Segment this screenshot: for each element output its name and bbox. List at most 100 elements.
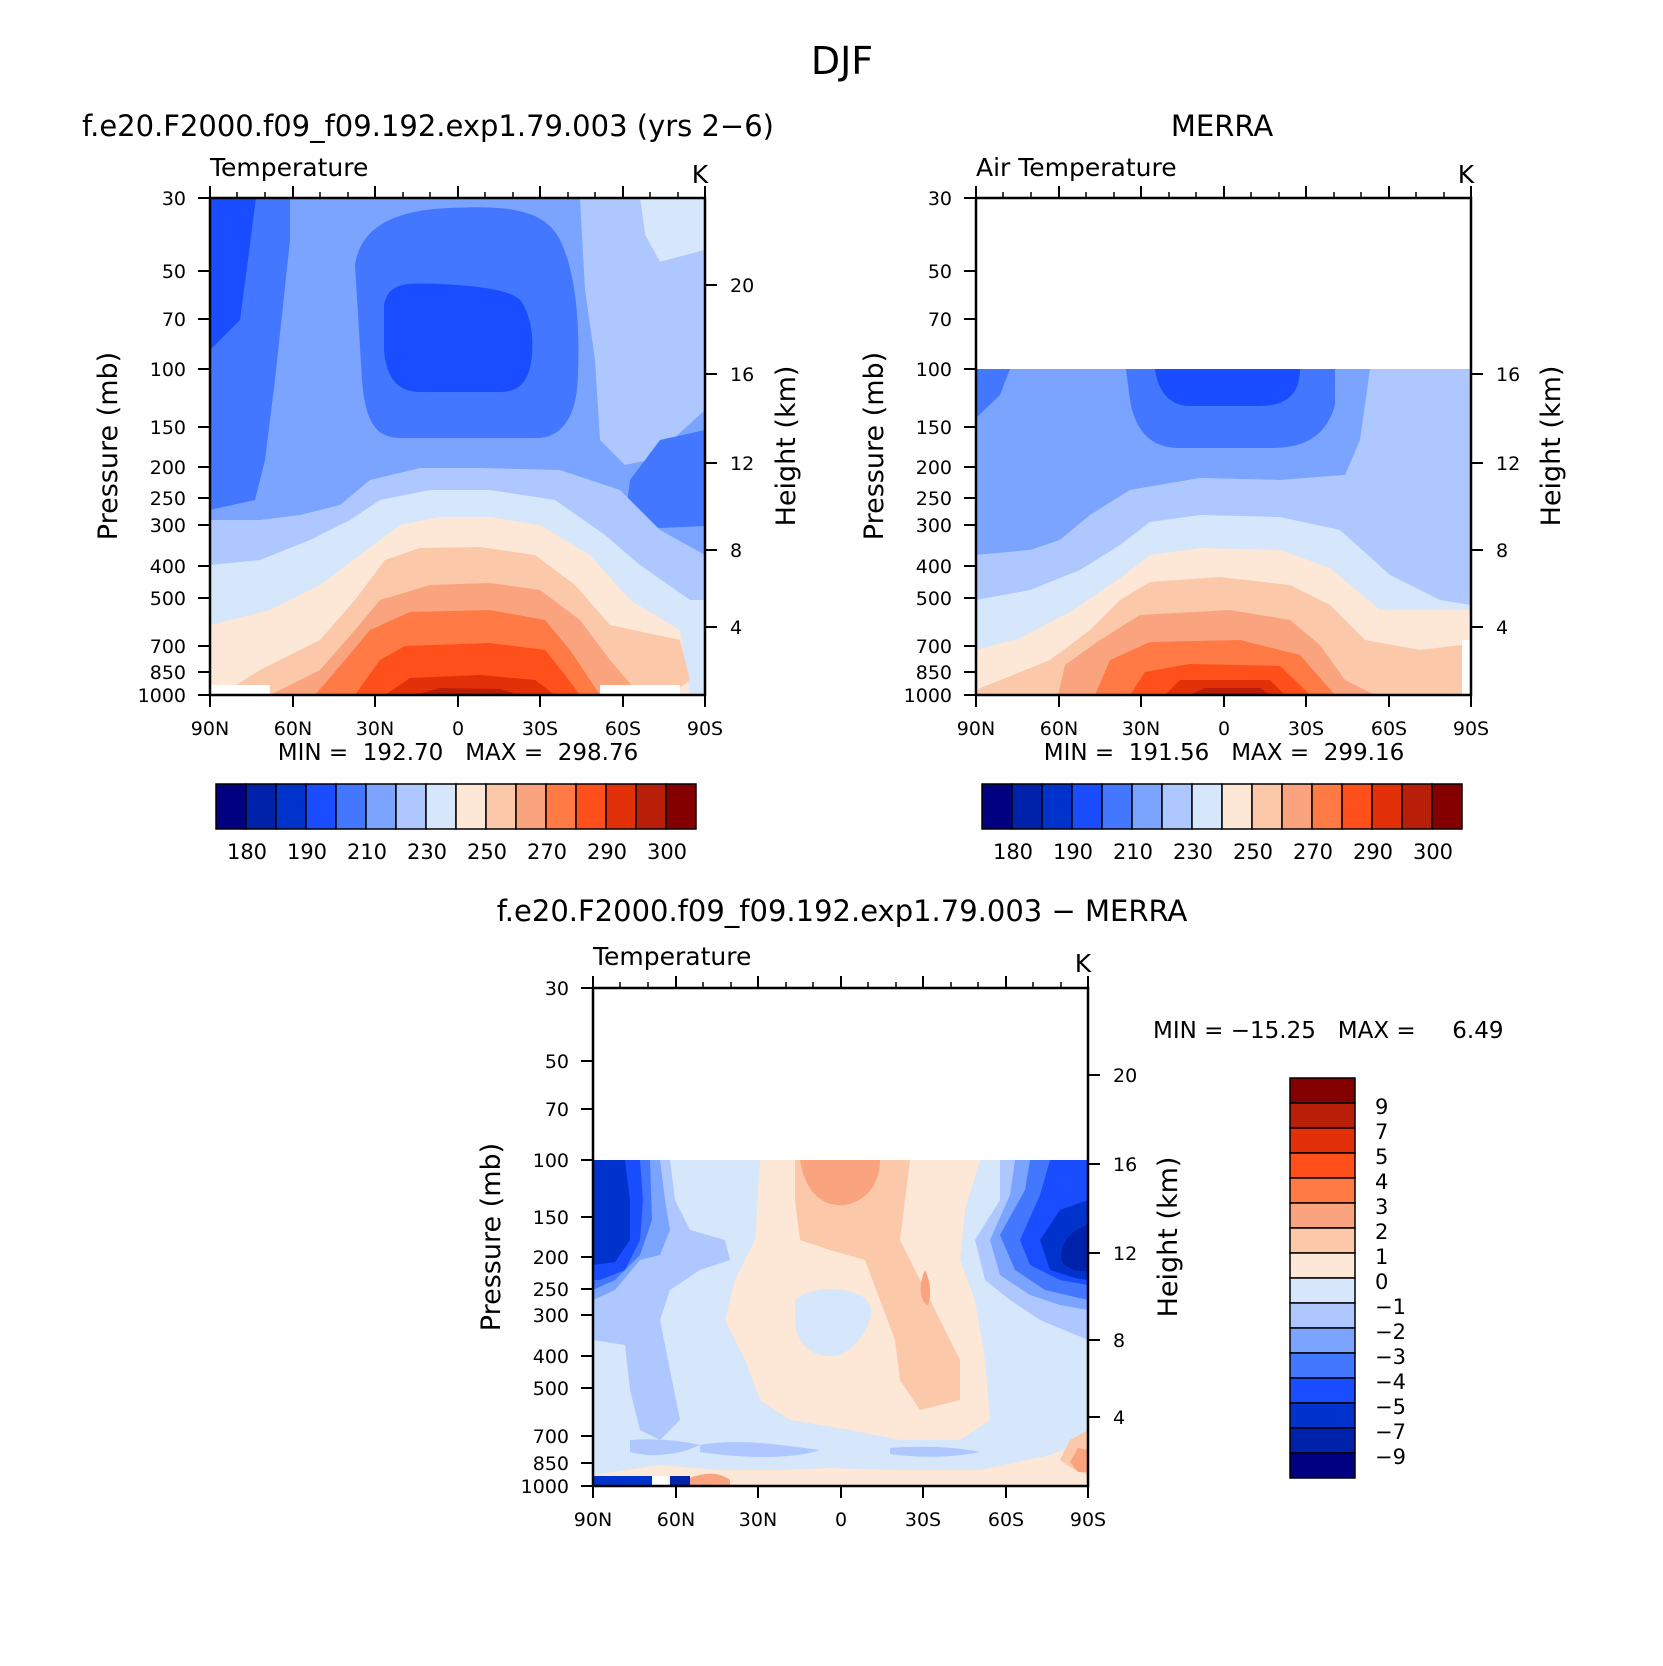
missing-surface-2 [600, 685, 680, 695]
y-tick-label: 500 [533, 1378, 569, 1400]
x-tick-label: 30N [356, 718, 394, 740]
colorbar-label: 1 [1375, 1245, 1388, 1269]
x-tick-label: 90N [957, 718, 995, 740]
minor-ticks-x [236, 192, 679, 198]
ticks-y2 [1471, 373, 1483, 628]
panel-subtitle: Temperature [209, 153, 368, 182]
colorbar-swatch [1289, 1302, 1356, 1329]
y2-tick-label: 20 [1113, 1065, 1137, 1087]
colorbar-swatch [1371, 783, 1403, 830]
band-dark-orange [385, 675, 555, 695]
x-tick-label: 90S [687, 718, 723, 740]
band-lightblue-lower [700, 1442, 820, 1457]
colorbar-swatch [1289, 1277, 1356, 1304]
colorbar-label: 9 [1375, 1095, 1388, 1119]
band-deepblue-surface-1 [593, 1476, 653, 1486]
y2-tick-label: 20 [730, 275, 754, 297]
colorbar-swatch [1191, 783, 1223, 830]
x-tick-label: 0 [835, 1509, 847, 1531]
colorbar-swatch [1289, 1402, 1356, 1429]
y-tick-label: 850 [150, 662, 186, 684]
colorbar-swatch [1289, 1327, 1356, 1354]
y-tick-label: 300 [150, 515, 186, 537]
missing-surface-1 [210, 685, 270, 695]
y-tick-label: 150 [916, 417, 952, 439]
colorbar-swatch [1161, 783, 1193, 830]
colorbar-label: 270 [527, 840, 567, 864]
stats-text: MIN = −15.25 MAX = 6.49 [1153, 1018, 1503, 1044]
colorbar-label: 270 [1293, 840, 1333, 864]
colorbar-swatch [1341, 783, 1373, 830]
stats-text: MIN = 191.56 MAX = 299.16 [1044, 740, 1404, 766]
y2-tick-label: 12 [1496, 453, 1520, 475]
colorbar-label: 7 [1375, 1120, 1388, 1144]
y2-tick-label: 4 [1496, 617, 1508, 639]
y2-tick-label: 8 [730, 540, 742, 562]
y-tick-label: 50 [545, 1051, 569, 1073]
axes [198, 186, 717, 707]
colorbar-swatch [1281, 783, 1313, 830]
x-tick-labels: 90N 60N 30N 0 30S 60S 90S [191, 718, 723, 740]
panel-title: f.e20.F2000.f09_f09.192.exp1.79.003 (yrs… [82, 109, 774, 143]
panel-obs: MERRA Air Temperature K [859, 109, 1567, 864]
y2-tick-label: 16 [1113, 1154, 1137, 1176]
colorbar-swatch [575, 783, 607, 830]
ticks-y [581, 987, 593, 1487]
colorbar-swatch [1401, 783, 1433, 830]
y-tick-label: 50 [162, 261, 186, 283]
colorbar-swatch [545, 783, 577, 830]
band-navy-right [1061, 1225, 1088, 1272]
minor-ticks-x [1002, 192, 1445, 198]
colorbar-label: −4 [1375, 1370, 1406, 1394]
band-darkred [415, 688, 520, 695]
colorbar-swatch [275, 783, 307, 830]
x-tick-labels: 90N 60N 30N 0 30S 60S 90S [574, 1509, 1106, 1531]
band-deepblue-surface-2 [670, 1476, 690, 1486]
colorbar-swatch [1071, 783, 1103, 830]
colorbar-swatch [455, 783, 487, 830]
contour-field [976, 369, 1471, 695]
y-tick-label: 250 [150, 488, 186, 510]
band-salmon-streak [920, 1270, 931, 1305]
ticks-y2 [1088, 1074, 1100, 1418]
band-salmon-surface [690, 1473, 730, 1486]
colorbar-labels: 180 190 210 230 250 270 290 300 [993, 840, 1453, 864]
x-tick-label: 30S [905, 1509, 941, 1531]
ticks-x [975, 186, 1472, 707]
colorbar-label: −9 [1375, 1445, 1406, 1469]
contour-field [593, 1160, 1088, 1486]
ticks-y [964, 197, 976, 696]
colorbar-swatch [1289, 1227, 1356, 1254]
colorbar-label: 5 [1375, 1145, 1388, 1169]
axes [581, 976, 1100, 1498]
y2-tick-labels: 20 16 12 8 4 [1113, 1065, 1137, 1429]
colorbar-swatch [365, 783, 397, 830]
colorbar-swatch [1251, 783, 1283, 830]
colorbar-label: 190 [1053, 840, 1093, 864]
x-tick-label: 60N [657, 1509, 695, 1531]
panel-model: f.e20.F2000.f09_f09.192.exp1.79.003 (yrs… [82, 109, 802, 864]
x-tick-label: 30S [522, 718, 558, 740]
colorbar-boxes [981, 783, 1463, 830]
band-lightblue-lower-3 [630, 1439, 700, 1456]
y-tick-labels: 30 50 70 100 150 200 250 300 400 500 700… [904, 188, 952, 707]
y-tick-label: 30 [545, 978, 569, 1000]
panel-subtitle: Air Temperature [976, 153, 1177, 182]
y-tick-label: 400 [150, 556, 186, 578]
colorbar-swatch [1289, 1352, 1356, 1379]
y-tick-label: 70 [545, 1099, 569, 1121]
colorbar-swatch [245, 783, 277, 830]
y-tick-label: 1000 [904, 685, 952, 707]
band-darker-left [593, 1160, 630, 1265]
colorbar-label: 210 [1113, 840, 1153, 864]
band-salmon-top [800, 1160, 880, 1206]
x-tick-label: 90S [1453, 718, 1489, 740]
colorbar-swatch [425, 783, 457, 830]
band-palelight-right [580, 198, 705, 465]
y-tick-label: 30 [928, 188, 952, 210]
y2-axis-label: Height (km) [771, 366, 802, 527]
colorbar-swatch [605, 783, 637, 830]
colorbar-swatch [1221, 783, 1253, 830]
x-tick-label: 30S [1288, 718, 1324, 740]
